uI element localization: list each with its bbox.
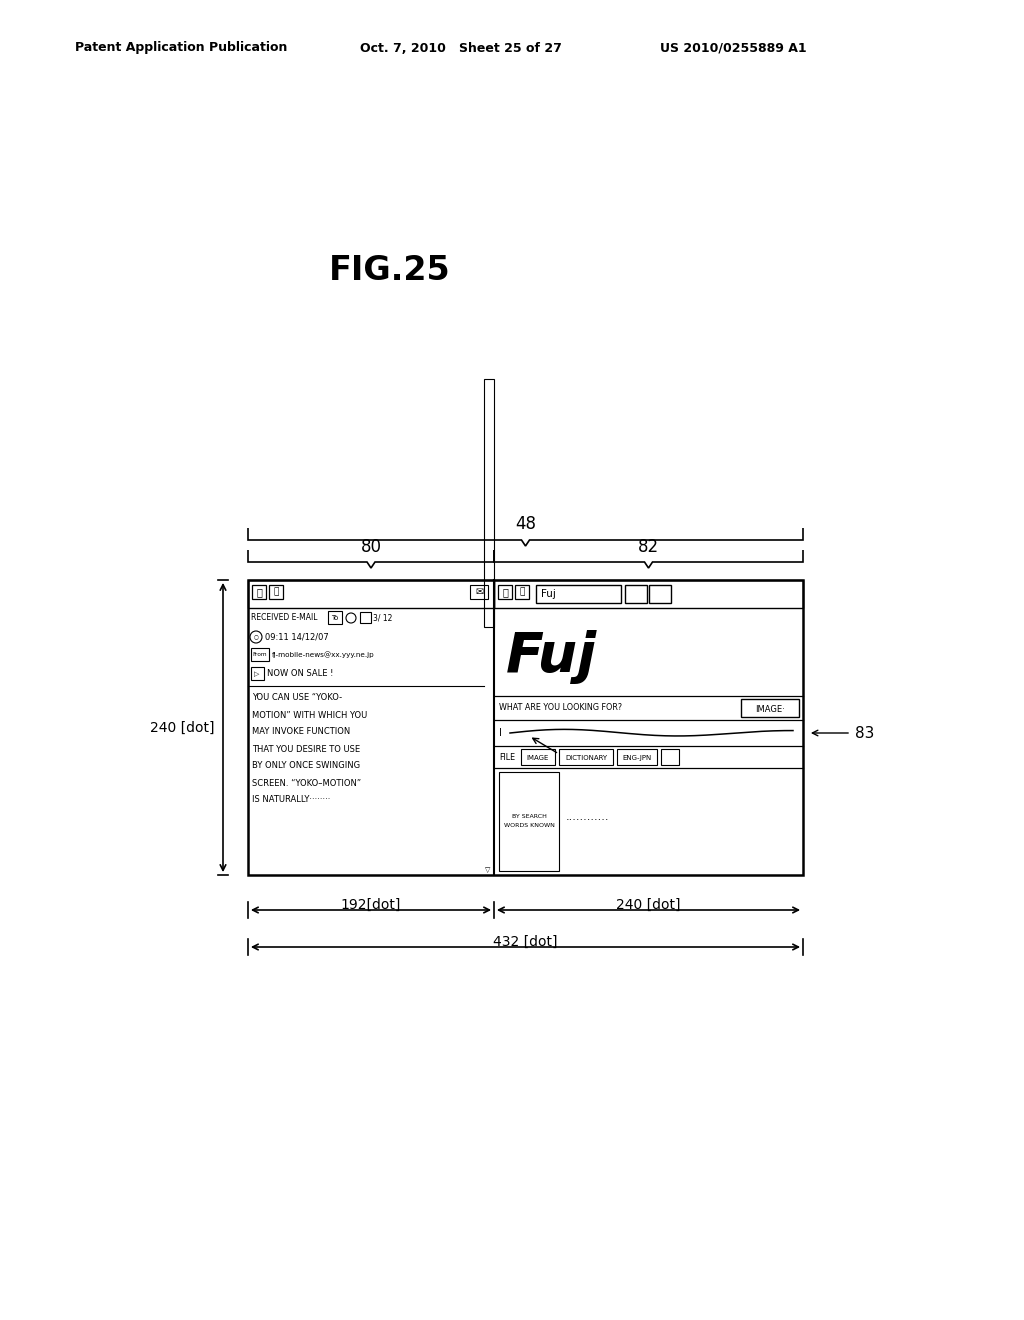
- Bar: [559, 748, 613, 766]
- Bar: [499, 772, 559, 871]
- Text: WHAT ARE YOU LOOKING FOR?: WHAT ARE YOU LOOKING FOR?: [499, 704, 623, 713]
- Text: YOU CAN USE “YOKO-: YOU CAN USE “YOKO-: [252, 693, 342, 702]
- Bar: [498, 585, 512, 599]
- Text: 09:11 14/12/07: 09:11 14/12/07: [265, 632, 329, 642]
- Bar: [328, 611, 342, 624]
- Bar: [484, 379, 494, 627]
- Text: ▽: ▽: [485, 867, 490, 873]
- Bar: [741, 700, 799, 717]
- Bar: [649, 585, 671, 603]
- Text: IMAGE·: IMAGE·: [755, 705, 784, 714]
- Text: I: I: [499, 729, 502, 738]
- Text: ▷: ▷: [254, 671, 260, 677]
- Text: 菊: 菊: [273, 587, 279, 597]
- Text: RECEIVED E-MAIL: RECEIVED E-MAIL: [251, 614, 317, 623]
- Text: Fuj: Fuj: [541, 589, 556, 599]
- Bar: [515, 585, 529, 599]
- Text: From: From: [253, 652, 267, 657]
- Text: FILE: FILE: [499, 752, 515, 762]
- Bar: [625, 585, 647, 603]
- Text: 80: 80: [360, 539, 382, 556]
- Text: 240 [dot]: 240 [dot]: [616, 898, 681, 912]
- Text: Oct. 7, 2010   Sheet 25 of 27: Oct. 7, 2010 Sheet 25 of 27: [360, 41, 562, 54]
- Text: US 2010/0255889 A1: US 2010/0255889 A1: [660, 41, 807, 54]
- Text: MOTION” WITH WHICH YOU: MOTION” WITH WHICH YOU: [252, 710, 368, 719]
- Bar: [269, 585, 283, 599]
- Text: ✉: ✉: [475, 587, 483, 597]
- Bar: [360, 612, 371, 623]
- Text: ············: ············: [566, 816, 609, 825]
- Text: Fuj: Fuj: [506, 630, 597, 684]
- Text: To: To: [332, 615, 339, 620]
- Text: WORDS KNOWN: WORDS KNOWN: [504, 822, 554, 828]
- Text: NOW ON SALE !: NOW ON SALE !: [267, 669, 334, 678]
- Text: ENG-JPN: ENG-JPN: [623, 755, 651, 762]
- Text: 82: 82: [638, 539, 659, 556]
- Text: FIG.25: FIG.25: [329, 253, 451, 286]
- Text: 菊: 菊: [519, 587, 524, 597]
- Text: SCREEN. “YOKO–MOTION”: SCREEN. “YOKO–MOTION”: [252, 779, 361, 788]
- Text: fj-mobile-news@xx.yyy.ne.jp: fj-mobile-news@xx.yyy.ne.jp: [272, 652, 375, 659]
- Bar: [248, 579, 803, 875]
- Text: 432 [dot]: 432 [dot]: [494, 935, 558, 949]
- Text: Patent Application Publication: Patent Application Publication: [75, 41, 288, 54]
- Text: 48: 48: [515, 515, 536, 533]
- Text: BY SEARCH: BY SEARCH: [512, 814, 547, 818]
- Text: DICTIONARY: DICTIONARY: [565, 755, 607, 762]
- Text: 3/ 12: 3/ 12: [373, 614, 392, 623]
- Text: THAT YOU DESIRE TO USE: THAT YOU DESIRE TO USE: [252, 744, 360, 754]
- Text: ○: ○: [254, 635, 258, 639]
- Bar: [470, 585, 488, 599]
- Bar: [521, 748, 555, 766]
- Bar: [617, 748, 657, 766]
- Text: 192[dot]: 192[dot]: [341, 898, 401, 912]
- Text: 83: 83: [855, 726, 874, 741]
- Text: IS NATURALLY········: IS NATURALLY········: [252, 796, 331, 804]
- Bar: [494, 579, 803, 609]
- Bar: [248, 579, 494, 609]
- Text: 自: 自: [256, 587, 262, 597]
- Bar: [536, 585, 621, 603]
- Bar: [252, 585, 266, 599]
- Bar: [662, 748, 679, 766]
- Text: BY ONLY ONCE SWINGING: BY ONLY ONCE SWINGING: [252, 762, 360, 771]
- Bar: [251, 648, 269, 661]
- Text: IMAGE: IMAGE: [526, 755, 549, 762]
- Text: 240 [dot]: 240 [dot]: [151, 721, 215, 734]
- Text: MAY INVOKE FUNCTION: MAY INVOKE FUNCTION: [252, 727, 350, 737]
- Text: 自: 自: [502, 587, 508, 597]
- Bar: [251, 667, 264, 680]
